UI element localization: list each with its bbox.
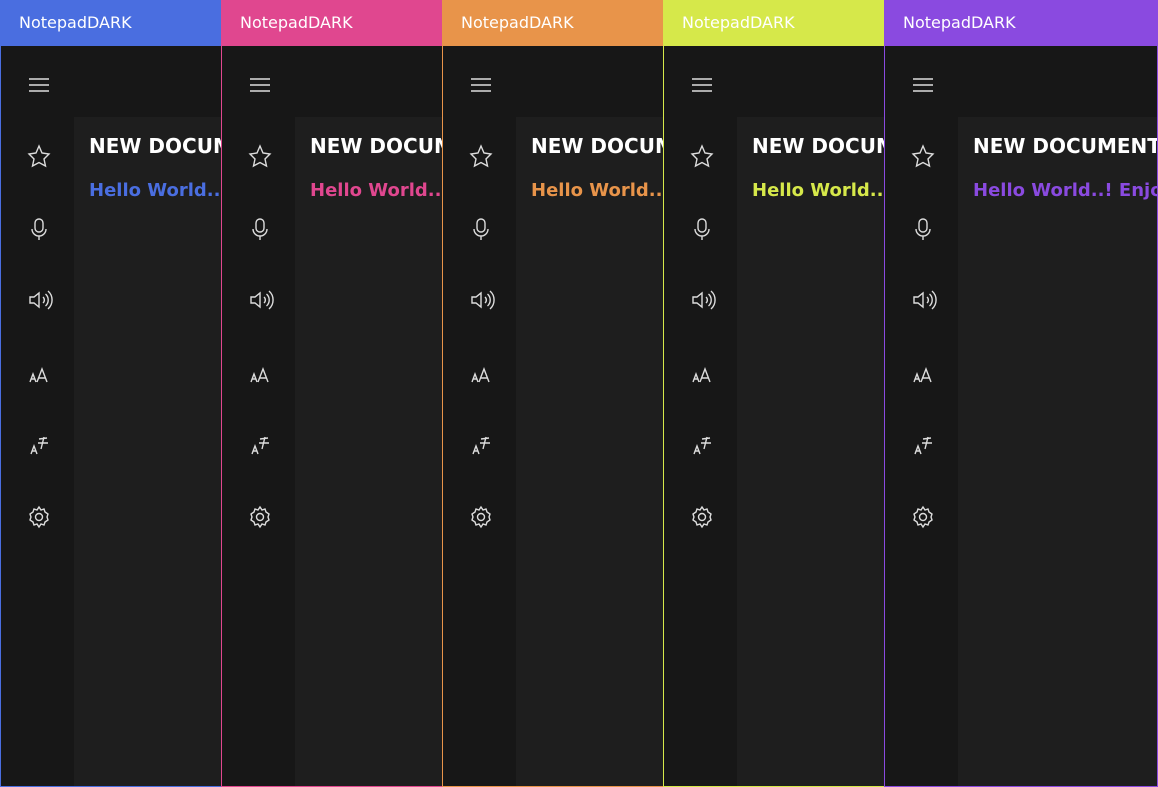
document-text[interactable]: Hello World..! Enjoy (973, 180, 1158, 201)
window-title: NotepadDARK (903, 13, 1016, 32)
app-window: NotepadDARK NEW DOCUMENT Hello World..! E… (442, 0, 664, 787)
document-text[interactable]: Hello World..! Enjoy (752, 180, 885, 201)
window-title: NotepadDARK (240, 13, 353, 32)
window-title: NotepadDARK (682, 13, 795, 32)
app-window: NotepadDARK NEW DOCUMENT Hello World..! E… (884, 0, 1158, 787)
document-text[interactable]: Hello World..! Enjoy (89, 180, 222, 201)
document-heading: NEW DOCUMENT (531, 134, 663, 158)
document-area: NEW DOCUMENT Hello World..! Enjoy (516, 117, 663, 786)
document-heading: NEW DOCUMENT (752, 134, 884, 158)
title-bar: NotepadDARK (664, 1, 884, 46)
title-bar: NotepadDARK (1, 1, 221, 46)
title-bar: NotepadDARK (885, 1, 1157, 46)
sidebar-icons[interactable] (222, 1, 295, 787)
document-area: NEW DOCUMENT Hello World..! Enjoy (958, 117, 1157, 786)
title-bar: NotepadDARK (222, 1, 442, 46)
title-bar: NotepadDARK (443, 1, 663, 46)
document-text[interactable]: Hello World..! Enjoy (531, 180, 664, 201)
document-heading: NEW DOCUMENT (310, 134, 442, 158)
document-area: NEW DOCUMENT Hello World..! Enjoy (295, 117, 442, 786)
sidebar-icons[interactable] (1, 1, 74, 787)
sidebar-icons[interactable] (885, 1, 958, 787)
window-title: NotepadDARK (19, 13, 132, 32)
document-heading: NEW DOCUMENT (973, 134, 1158, 158)
document-heading: NEW DOCUMENT (89, 134, 221, 158)
sidebar-icons[interactable] (664, 1, 737, 787)
document-area: NEW DOCUMENT Hello World..! Enjoy (737, 117, 884, 786)
app-window: NotepadDARK NEW DOCUMENT Hello World..! E… (221, 0, 443, 787)
window-title: NotepadDARK (461, 13, 574, 32)
sidebar-icons[interactable] (443, 1, 516, 787)
document-area: NEW DOCUMENT Hello World..! Enjoy (74, 117, 221, 786)
app-window: NotepadDARK NEW DOCUMENT Hello World..! E… (0, 0, 222, 787)
document-text[interactable]: Hello World..! Enjoy (310, 180, 443, 201)
app-window: NotepadDARK NEW DOCUMENT Hello World..! E… (663, 0, 885, 787)
